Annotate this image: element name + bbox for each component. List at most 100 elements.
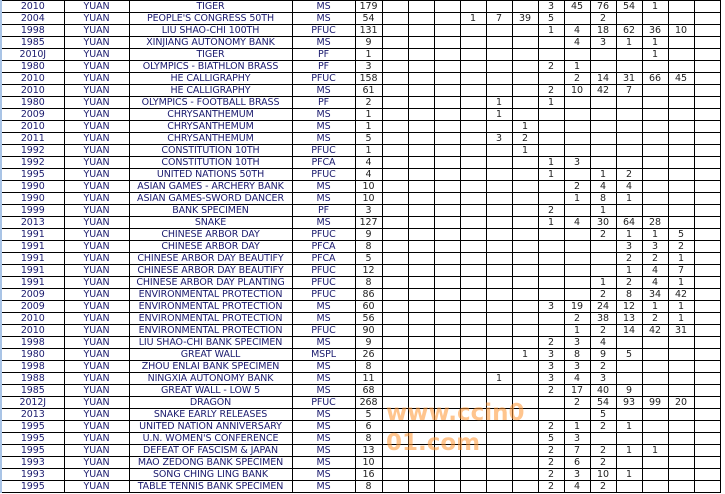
cell-grade-count[interactable] [693, 0, 721, 13]
cell-grade-count[interactable]: 76 [589, 0, 617, 13]
cell-grade-count[interactable]: 2 [589, 324, 617, 337]
cell-grade-count[interactable]: 4 [563, 372, 591, 385]
cell-grade[interactable]: MS [291, 84, 356, 97]
cell-grade-count[interactable] [537, 120, 565, 133]
cell-grade-count[interactable]: 7 [563, 444, 591, 457]
cell-grade-count[interactable] [615, 204, 643, 217]
cell-currency[interactable]: YUAN [63, 24, 130, 37]
cell-grade-count[interactable] [407, 84, 435, 97]
cell-quantity[interactable]: 5 [354, 132, 383, 145]
cell-quantity[interactable]: 268 [354, 396, 383, 409]
cell-grade-count[interactable] [459, 384, 487, 397]
cell-grade-count[interactable] [433, 456, 461, 469]
cell-year[interactable]: 1998 [0, 24, 65, 37]
cell-grade-count[interactable] [459, 84, 487, 97]
cell-grade[interactable]: PFUC [291, 276, 356, 289]
cell-grade-count[interactable] [459, 0, 487, 13]
cell-grade-count[interactable]: 31 [667, 324, 695, 337]
cell-grade-count[interactable] [589, 96, 617, 109]
cell-grade-count[interactable]: 99 [641, 396, 669, 409]
cell-year[interactable]: 2010 [0, 324, 65, 337]
cell-grade-count[interactable] [459, 264, 487, 277]
cell-grade-count[interactable] [433, 324, 461, 337]
cell-name[interactable]: CHINESE ARBOR DAY BEAUTIFY [128, 264, 293, 277]
cell-grade-count[interactable] [433, 84, 461, 97]
cell-grade-count[interactable] [381, 360, 409, 373]
cell-grade-count[interactable]: 4 [589, 336, 617, 349]
cell-grade-count[interactable] [511, 0, 539, 13]
cell-grade-count[interactable] [615, 408, 643, 421]
cell-grade-count[interactable]: 5 [589, 408, 617, 421]
cell-grade[interactable]: MS [291, 336, 356, 349]
cell-grade-count[interactable] [407, 132, 435, 145]
cell-grade-count[interactable] [667, 468, 695, 481]
cell-grade-count[interactable] [511, 312, 539, 325]
cell-grade-count[interactable]: 66 [641, 72, 669, 85]
cell-grade-count[interactable]: 1 [641, 0, 669, 13]
cell-grade-count[interactable] [381, 168, 409, 181]
cell-grade-count[interactable] [407, 396, 435, 409]
cell-currency[interactable]: YUAN [63, 336, 130, 349]
cell-grade-count[interactable] [693, 228, 721, 241]
cell-grade-count[interactable] [563, 132, 591, 145]
cell-name[interactable]: CONSTITUTION 10TH [128, 156, 293, 169]
cell-currency[interactable]: YUAN [63, 252, 130, 265]
cell-grade-count[interactable] [459, 108, 487, 121]
cell-quantity[interactable]: 2 [354, 96, 383, 109]
cell-grade-count[interactable] [485, 36, 513, 49]
cell-grade-count[interactable] [381, 96, 409, 109]
cell-name[interactable]: PEOPLE'S CONGRESS 50TH [128, 12, 293, 25]
cell-grade-count[interactable]: 64 [615, 216, 643, 229]
cell-grade-count[interactable] [459, 72, 487, 85]
cell-grade-count[interactable]: 4 [589, 180, 617, 193]
cell-grade-count[interactable]: 1 [511, 144, 539, 157]
cell-name[interactable]: ZHOU ENLAI BANK SPECIMEN [128, 360, 293, 373]
cell-grade-count[interactable]: 24 [589, 300, 617, 313]
cell-name[interactable]: UNITED NATION ANNIVERSARY [128, 420, 293, 433]
cell-grade-count[interactable] [511, 96, 539, 109]
cell-grade-count[interactable] [615, 480, 643, 493]
cell-grade-count[interactable] [485, 432, 513, 445]
cell-grade-count[interactable]: 1 [459, 12, 487, 25]
cell-year[interactable]: 1990 [0, 192, 65, 205]
cell-grade-count[interactable] [615, 360, 643, 373]
cell-grade-count[interactable] [511, 72, 539, 85]
cell-grade-count[interactable] [641, 156, 669, 169]
cell-grade-count[interactable]: 2 [511, 132, 539, 145]
cell-grade-count[interactable]: 2 [589, 228, 617, 241]
cell-year[interactable]: 2009 [0, 288, 65, 301]
cell-quantity[interactable]: 4 [354, 156, 383, 169]
cell-grade-count[interactable] [667, 480, 695, 493]
cell-grade-count[interactable] [485, 204, 513, 217]
cell-grade-count[interactable] [407, 480, 435, 493]
cell-grade-count[interactable] [485, 156, 513, 169]
cell-year[interactable]: 2010 [0, 84, 65, 97]
cell-grade-count[interactable]: 2 [537, 204, 565, 217]
cell-grade-count[interactable]: 39 [511, 12, 539, 25]
cell-grade-count[interactable] [485, 252, 513, 265]
cell-grade-count[interactable]: 7 [667, 264, 695, 277]
cell-grade-count[interactable] [485, 360, 513, 373]
cell-grade-count[interactable] [407, 336, 435, 349]
cell-year[interactable]: 1988 [0, 372, 65, 385]
cell-currency[interactable]: YUAN [63, 72, 130, 85]
cell-grade-count[interactable] [693, 360, 721, 373]
cell-quantity[interactable]: 9 [354, 336, 383, 349]
cell-grade-count[interactable] [511, 288, 539, 301]
cell-grade-count[interactable] [459, 408, 487, 421]
cell-grade-count[interactable]: 2 [589, 420, 617, 433]
cell-grade-count[interactable] [667, 120, 695, 133]
cell-currency[interactable]: YUAN [63, 456, 130, 469]
cell-grade-count[interactable] [485, 60, 513, 73]
cell-grade-count[interactable] [459, 36, 487, 49]
cell-year[interactable]: 2010J [0, 48, 65, 61]
cell-grade-count[interactable]: 2 [537, 384, 565, 397]
cell-quantity[interactable]: 54 [354, 12, 383, 25]
cell-grade-count[interactable]: 1 [667, 312, 695, 325]
cell-year[interactable]: 2013 [0, 408, 65, 421]
cell-grade-count[interactable] [511, 432, 539, 445]
cell-grade-count[interactable] [381, 264, 409, 277]
cell-currency[interactable]: YUAN [63, 48, 130, 61]
cell-year[interactable]: 1980 [0, 60, 65, 73]
cell-grade-count[interactable]: 17 [563, 384, 591, 397]
